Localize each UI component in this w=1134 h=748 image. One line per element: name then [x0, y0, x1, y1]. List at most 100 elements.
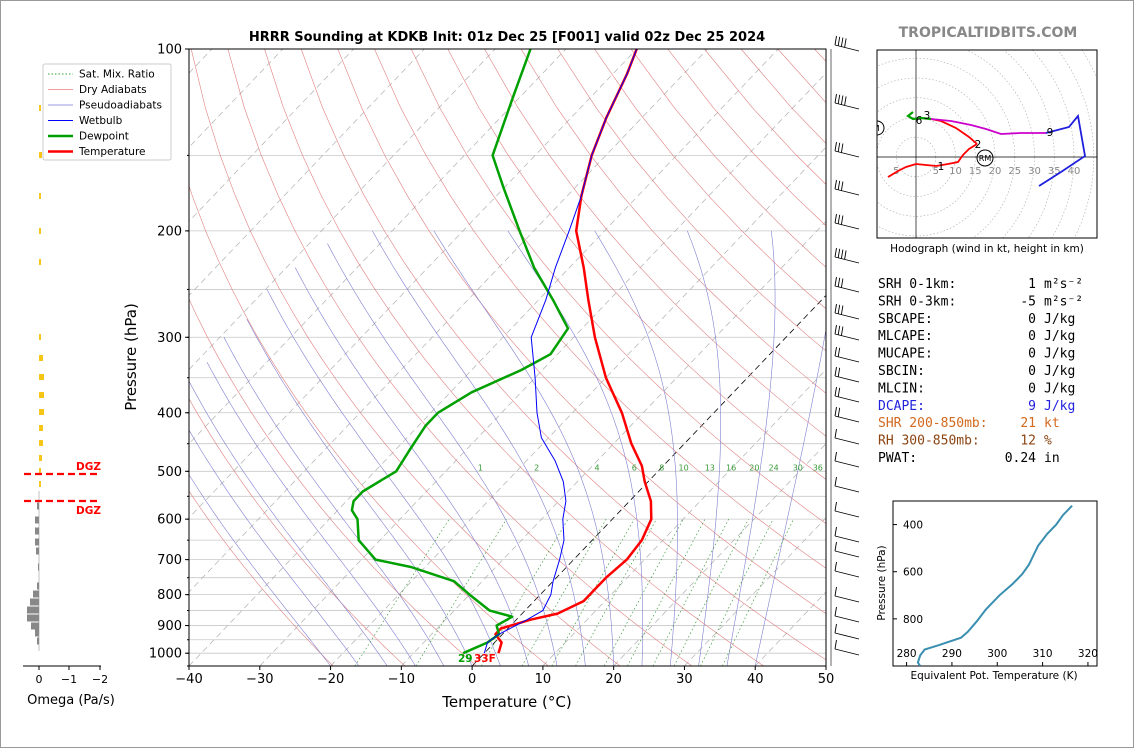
hodograph-trace: 1 2 36 9 LM RM — [877, 110, 1086, 187]
barb-flag — [837, 367, 841, 377]
right-mover-marker — [976, 149, 994, 167]
theta-e-x-label: Equivalent Pot. Temperature (K) — [910, 670, 1077, 682]
y-tick-label: 1000 — [149, 647, 182, 662]
x-tick-label: −40 — [175, 672, 202, 687]
barb-shaft — [834, 102, 860, 110]
barb-flag — [837, 277, 841, 287]
index-unit: m²s⁻² — [1044, 277, 1083, 292]
barb-flag — [834, 346, 837, 357]
barb-flag — [840, 326, 844, 336]
x-tick-label: −30 — [246, 672, 273, 687]
index-unit: % — [1044, 434, 1052, 449]
index-value: 0 — [1028, 312, 1036, 327]
barb-shaft — [834, 222, 860, 230]
dry-adiabat — [594, 49, 826, 310]
index-unit: J/kg — [1044, 381, 1075, 396]
omega-bar — [39, 259, 41, 265]
mixing-ratio-labels: 1 2 4 6 8 10 13 16 20 24 30 36 — [478, 463, 823, 472]
dry-adiabat — [300, 49, 826, 661]
omega-bar — [38, 563, 39, 571]
profile-temperature — [494, 49, 653, 654]
wind-barb — [834, 386, 860, 403]
barb-flag — [837, 387, 841, 397]
index-unit: J/kg — [1044, 399, 1075, 414]
hodograph-ring-label: 20 — [989, 166, 1002, 177]
index-label: MUCAPE: — [878, 347, 933, 362]
moist-adiabat — [507, 230, 644, 666]
theta-e-x-tick-label: 320 — [1078, 648, 1098, 660]
barb-flag — [837, 36, 841, 46]
barb-flag — [834, 324, 837, 335]
dry-adiabat — [189, 490, 334, 666]
mixing-ratio-line — [627, 519, 706, 666]
y-tick-label: 900 — [157, 619, 182, 634]
barb-flag — [837, 325, 841, 335]
barb-flag — [834, 141, 837, 152]
index-value: 12 — [1020, 434, 1036, 449]
y-tick-label: 200 — [157, 224, 182, 239]
x-tick-label: −20 — [317, 672, 344, 687]
hodograph-height-label: 3 — [924, 110, 931, 122]
hodograph-segment-2-3km — [930, 118, 978, 145]
omega-bar — [27, 614, 39, 622]
mixing-ratio-label: 2 — [534, 463, 539, 472]
barb-flag — [840, 143, 844, 153]
omega-bar — [39, 334, 41, 340]
left-mover-marker — [877, 120, 885, 136]
index-unit: J/kg — [1044, 347, 1075, 362]
isotherm-line — [684, 517, 826, 666]
y-tick-label: 700 — [157, 553, 182, 568]
mixing-ratio-label: 13 — [705, 463, 715, 472]
moist-adiabat — [266, 289, 501, 666]
barb-flag — [834, 386, 837, 397]
omega-bar — [39, 468, 41, 474]
wind-barb — [834, 406, 860, 423]
index-value: -5 — [1020, 294, 1036, 309]
hodograph-segment-0-3km — [887, 143, 978, 178]
barb-shaft — [834, 485, 860, 493]
y-tick-label: 500 — [157, 465, 182, 480]
isotherm-line — [189, 49, 567, 445]
wind-barbs — [830, 35, 860, 666]
index-unit: J/kg — [1044, 312, 1075, 327]
barb-shaft — [834, 437, 860, 445]
dry-adiabat — [189, 398, 406, 666]
theta-e-line-group — [916, 505, 1073, 666]
barb-shaft — [834, 44, 860, 52]
barb-flag — [840, 305, 844, 315]
index-label: MLCAPE: — [878, 329, 933, 344]
y-tick-label: 100 — [157, 43, 182, 58]
index-unit: J/kg — [1044, 364, 1075, 379]
barb-shaft — [834, 355, 860, 363]
barb-shaft — [834, 535, 860, 543]
hodograph-ring-label: 10 — [949, 166, 962, 177]
omega-bar — [39, 455, 42, 461]
mixing-ratio-line — [652, 519, 730, 666]
skewt-x-label: Temperature (°C) — [441, 693, 571, 711]
index-label: SRH 0-3km: — [878, 294, 956, 309]
omega-bar — [37, 502, 39, 510]
omega-bar — [27, 606, 39, 614]
skewt-frame — [188, 48, 827, 667]
hodograph-segment-6-9km — [930, 118, 1046, 135]
dry-adiabat — [447, 49, 826, 480]
y-tick-label: 800 — [157, 588, 182, 603]
dry-adiabat — [484, 49, 826, 437]
omega-bar — [39, 392, 44, 398]
y-tick-label: 600 — [157, 513, 182, 528]
mixing-ratio-label: 10 — [679, 463, 689, 472]
index-unit: in — [1044, 451, 1060, 466]
barb-flag — [834, 247, 837, 258]
barb-flag — [834, 623, 837, 634]
wind-barb — [834, 639, 860, 656]
mixing-ratio-label: 36 — [813, 463, 823, 472]
theta-e-x-tick-label: 290 — [942, 648, 962, 660]
mixing-ratio-line — [575, 519, 657, 666]
barb-flag — [834, 451, 837, 462]
omega-tick-label: 0 — [36, 673, 43, 686]
omega-panel: 0 −1 −2 DGZ DGZ — [23, 105, 108, 686]
mixing-ratio-label: 1 — [478, 463, 483, 472]
y-tick-label: 400 — [157, 406, 182, 421]
wind-barb — [834, 179, 860, 196]
hodograph-frame — [876, 49, 1098, 239]
